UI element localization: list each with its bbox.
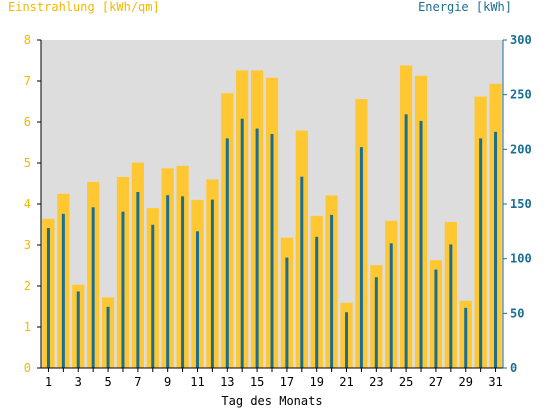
x-tick-label: 5 — [104, 375, 111, 389]
x-tick-label: 25 — [399, 375, 413, 389]
energy-bar-day-23 — [374, 277, 378, 368]
energy-bar-day-28 — [449, 244, 453, 368]
x-axis-label: Tag des Monats — [221, 394, 322, 408]
x-tick-label: 11 — [190, 375, 204, 389]
energy-bar-day-8 — [151, 224, 155, 368]
left-tick-label: 2 — [24, 279, 31, 293]
energy-bar-day-6 — [121, 211, 125, 368]
right-tick-label: 100 — [510, 252, 532, 266]
energy-bar-day-10 — [181, 196, 185, 368]
energy-bar-day-29 — [464, 307, 468, 368]
energy-bar-day-16 — [270, 134, 274, 368]
energy-bar-day-13 — [225, 138, 229, 368]
left-tick-label: 4 — [24, 197, 31, 211]
x-tick-label: 9 — [164, 375, 171, 389]
energy-bar-day-21 — [345, 312, 349, 368]
left-tick-label: 5 — [24, 156, 31, 170]
x-tick-label: 29 — [459, 375, 473, 389]
energy-series — [46, 114, 498, 368]
energy-bar-day-31 — [494, 131, 498, 368]
x-tick-label: 23 — [369, 375, 383, 389]
energy-bar-day-14 — [240, 118, 244, 368]
x-tick-label: 13 — [220, 375, 234, 389]
right-tick-label: 300 — [510, 33, 532, 47]
right-tick-label: 250 — [510, 88, 532, 102]
energy-bar-day-12 — [210, 199, 214, 368]
energy-bar-day-24 — [389, 243, 393, 368]
left-tick-label: 0 — [24, 361, 31, 375]
left-tick-label: 6 — [24, 115, 31, 129]
energy-bar-day-30 — [479, 138, 483, 368]
x-tick-label: 15 — [250, 375, 264, 389]
energy-bar-day-1 — [46, 228, 50, 368]
energy-bar-day-11 — [195, 231, 199, 368]
radiation-series — [42, 65, 502, 369]
x-tick-label: 1 — [45, 375, 52, 389]
energy-bar-day-18 — [300, 176, 304, 368]
x-tick-label: 3 — [75, 375, 82, 389]
x-tick-label: 19 — [309, 375, 323, 389]
energy-bar-day-17 — [285, 257, 289, 368]
right-axis-title: Energie [kWh] — [418, 0, 512, 14]
energy-bar-day-7 — [136, 191, 140, 368]
left-tick-label: 8 — [24, 33, 31, 47]
energy-bar-day-22 — [359, 147, 363, 368]
right-tick-label: 200 — [510, 142, 532, 156]
energy-bar-day-3 — [76, 291, 80, 368]
energy-bar-day-15 — [255, 128, 259, 368]
right-tick-label: 150 — [510, 197, 532, 211]
energy-bar-day-27 — [434, 269, 438, 368]
energy-bar-day-19 — [315, 236, 319, 368]
energy-bar-day-5 — [106, 306, 110, 368]
right-tick-label: 50 — [510, 306, 524, 320]
energy-bar-day-2 — [61, 213, 65, 368]
left-tick-label: 1 — [24, 320, 31, 334]
x-tick-label: 17 — [280, 375, 294, 389]
energy-bar-day-26 — [419, 120, 423, 368]
left-tick-label: 7 — [24, 74, 31, 88]
x-tick-label: 21 — [339, 375, 353, 389]
energy-bar-day-20 — [330, 214, 334, 368]
x-tick-label: 31 — [488, 375, 502, 389]
energy-bar-day-9 — [166, 195, 170, 368]
right-tick-label: 0 — [510, 361, 517, 375]
energy-bar-day-4 — [91, 207, 95, 368]
left-axis-title: Einstrahlung [kWh/qm] — [8, 0, 160, 14]
x-tick-label: 7 — [134, 375, 141, 389]
left-tick-label: 3 — [24, 238, 31, 252]
x-tick-label: 27 — [429, 375, 443, 389]
energy-bar-day-25 — [404, 114, 408, 368]
